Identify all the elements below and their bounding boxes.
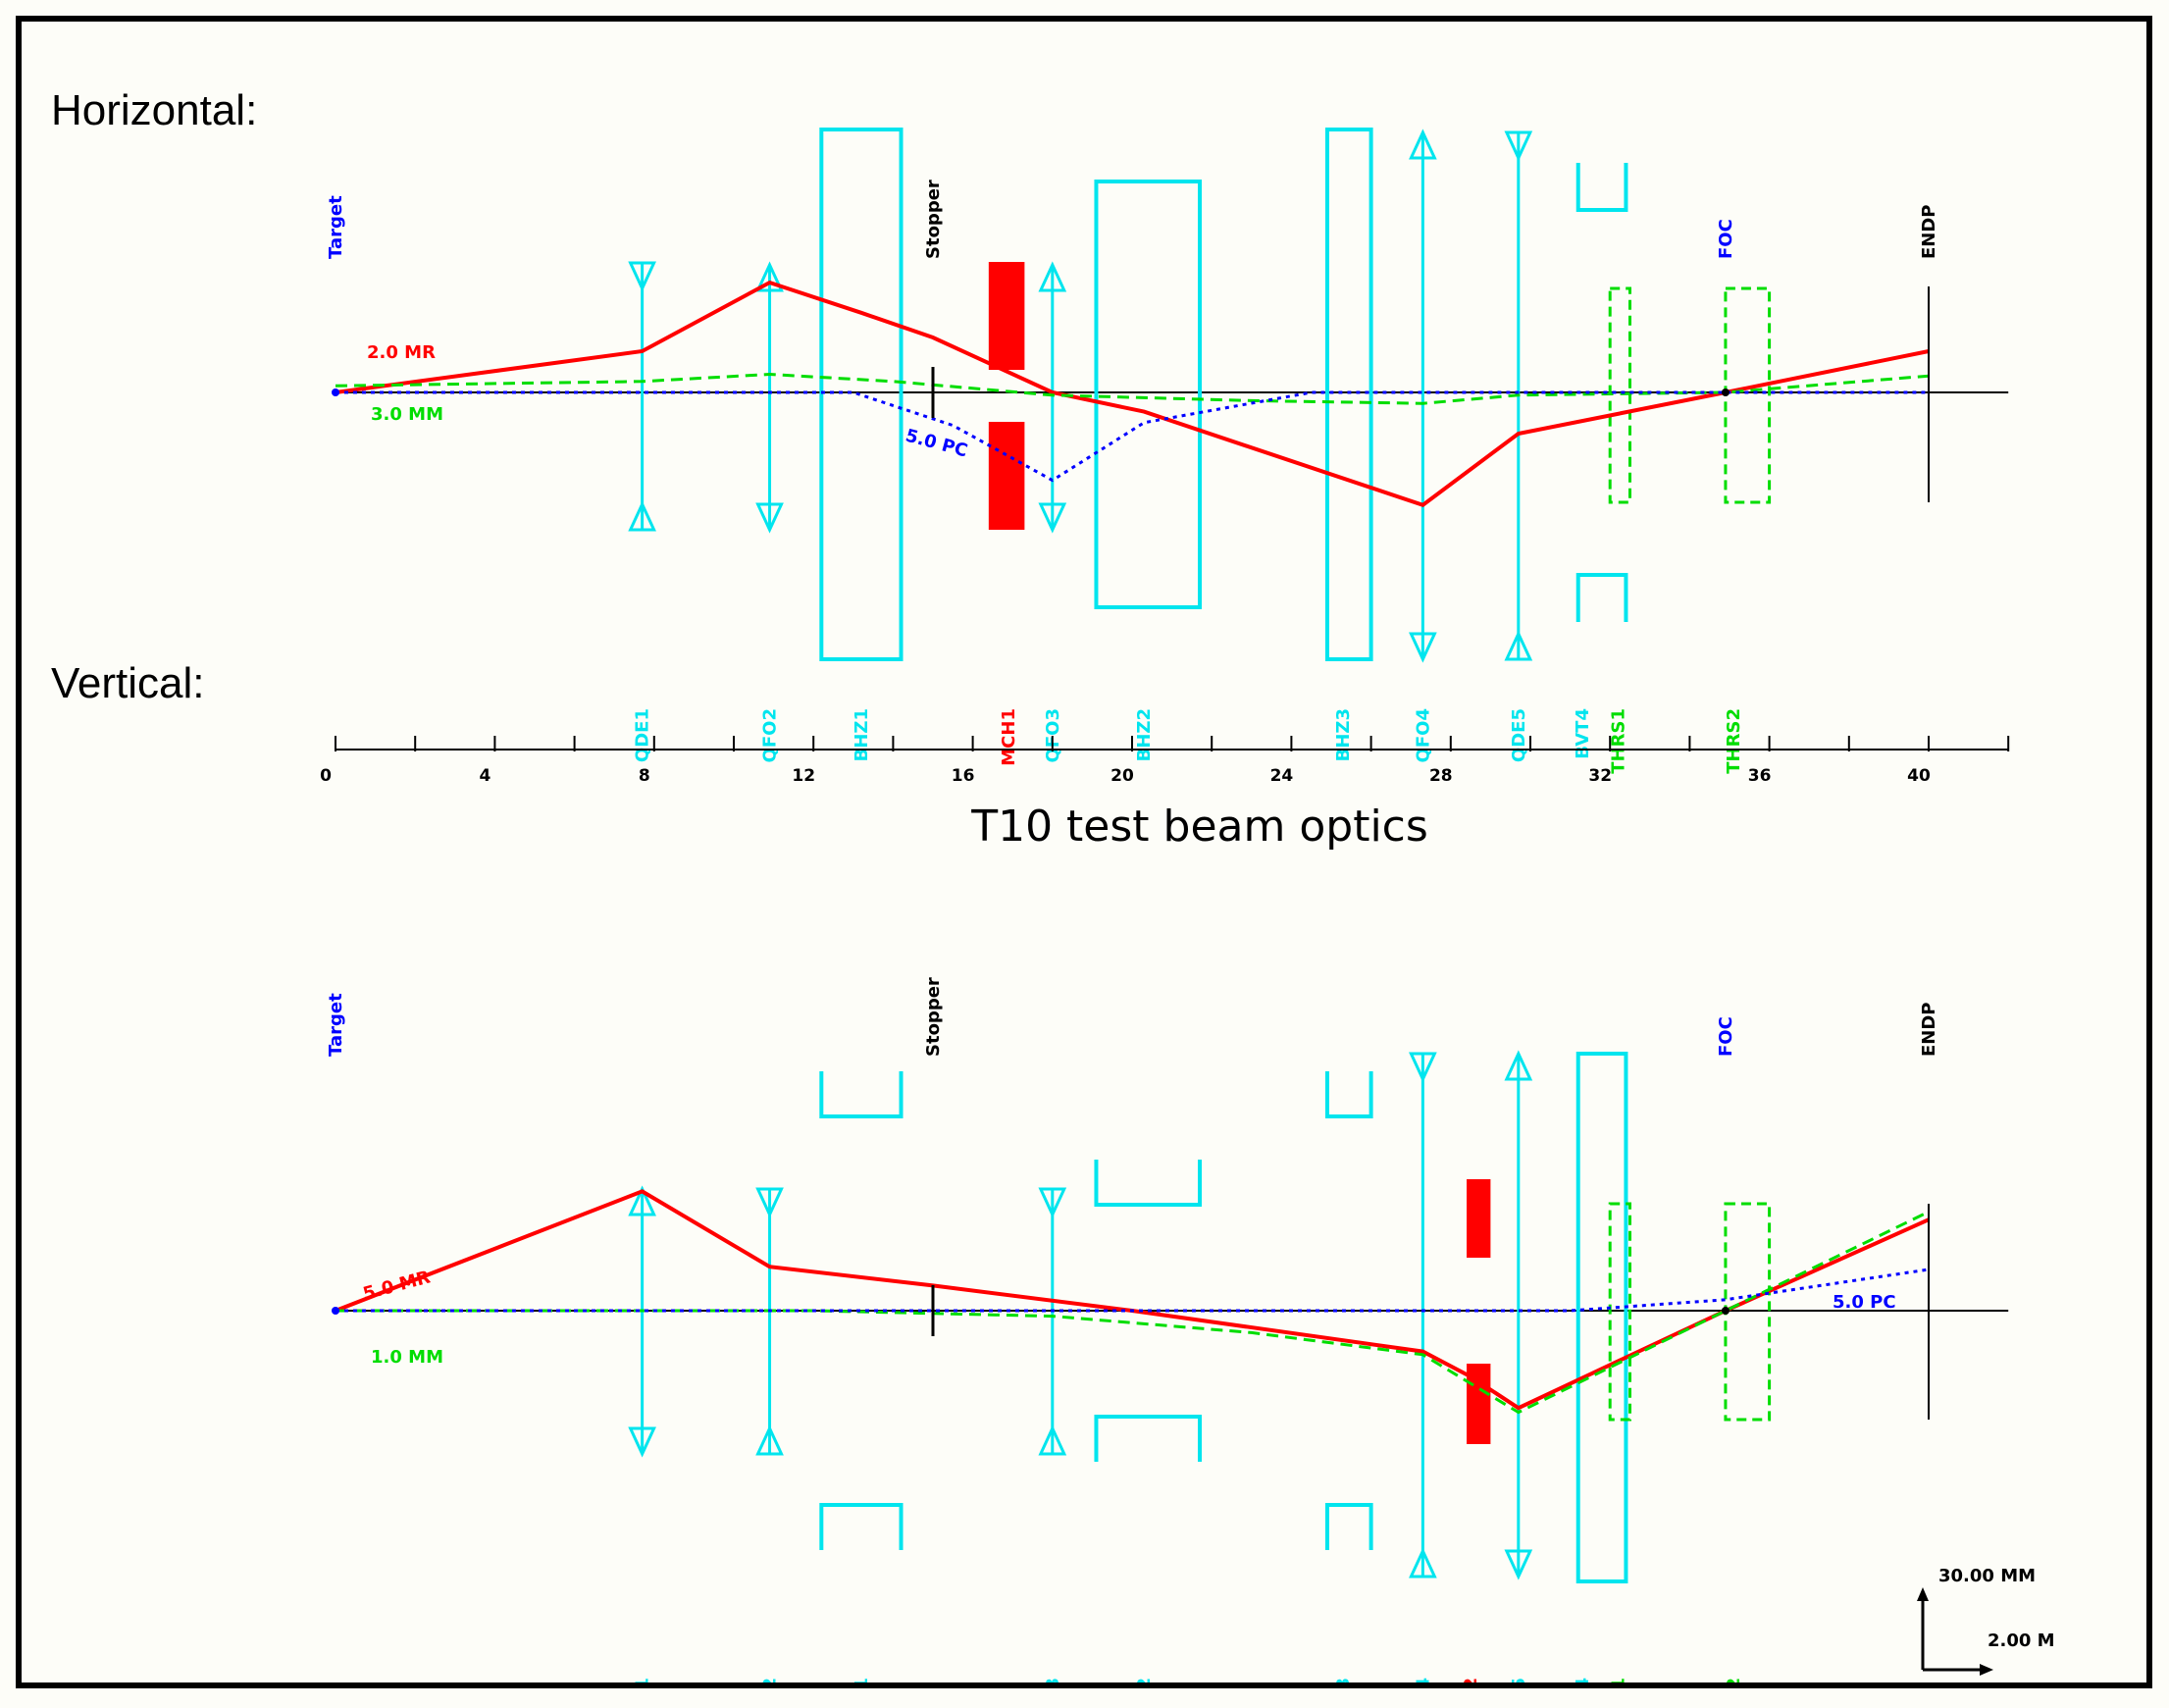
target-marker bbox=[332, 388, 339, 396]
qfo3-quad bbox=[1038, 261, 1067, 534]
bhz1-magnet bbox=[819, 128, 904, 661]
element-label-bvt4: BVT4 bbox=[1573, 708, 1593, 759]
longitudinal-axis: 0 4 8 12 16 20 24 28 32 36 40 bbox=[320, 736, 2010, 786]
element-label-thrs2: THRS2 bbox=[1724, 1678, 1744, 1682]
trace-2-0-mr bbox=[335, 280, 1930, 508]
qde1-quad bbox=[628, 1185, 656, 1458]
bhz3-magnet bbox=[1324, 128, 1373, 661]
element-label-qfo4: QFO4 bbox=[1413, 1678, 1433, 1682]
trace-5-0-pc bbox=[336, 1268, 1930, 1313]
element-label-thrs2: THRS2 bbox=[1724, 708, 1744, 774]
element-label-thrs1: THRS1 bbox=[1608, 708, 1628, 774]
scale-bar-horizontal-label: 2.00 M bbox=[1988, 1630, 2055, 1651]
horizontal-section-label: Horizontal: bbox=[51, 86, 258, 134]
qfo4-quad bbox=[1409, 1052, 1437, 1579]
axis-tick-label: 40 bbox=[1907, 766, 1931, 786]
top-label-foc: FOC bbox=[1716, 1016, 1736, 1057]
element-label-qde5: QDE5 bbox=[1509, 708, 1529, 762]
bhz3-upper bbox=[1324, 1071, 1373, 1118]
element-label-bhz3: BHZ3 bbox=[1333, 708, 1354, 761]
bhz1-lower bbox=[819, 1503, 904, 1550]
axis-tick-label: 36 bbox=[1748, 766, 1772, 786]
bvt4-magnet bbox=[1575, 1052, 1628, 1583]
element-label-qde1: QDE1 bbox=[633, 1678, 653, 1682]
element-label-bhz3: BHZ3 bbox=[1333, 1678, 1354, 1682]
bhz2-lower bbox=[1094, 1415, 1203, 1462]
mch1-lower-jaw bbox=[988, 422, 1025, 530]
scale-bar-vertical-label: 30.00 MM bbox=[1938, 1566, 2036, 1586]
qde5-quad bbox=[1504, 1050, 1533, 1580]
axis-tick-label: 16 bbox=[952, 766, 975, 786]
element-label-bhz1: BHZ1 bbox=[852, 708, 872, 761]
element-label-qfo2: QFO2 bbox=[760, 1678, 781, 1682]
element-label-mch1: MCH1 bbox=[999, 708, 1019, 766]
element-label-bhz2: BHZ2 bbox=[1134, 1678, 1155, 1682]
axis-tick-label: 20 bbox=[1110, 766, 1134, 786]
element-label-mcv2: MCV2 bbox=[1461, 1678, 1481, 1682]
element-label-bhz2: BHZ2 bbox=[1134, 708, 1155, 761]
thrs1-counter bbox=[1608, 286, 1631, 504]
top-label-target: Target bbox=[326, 993, 346, 1057]
axis-tick-label: 24 bbox=[1270, 766, 1294, 786]
figure-frame: Horizontal: Vertical: Target Stopper FOC EN… bbox=[16, 16, 2152, 1688]
top-label-target: Target bbox=[326, 195, 346, 259]
qfo4-quad bbox=[1409, 129, 1437, 663]
axis-tick-label: 28 bbox=[1429, 766, 1453, 786]
axis-tick-label: 0 bbox=[320, 766, 332, 786]
scale-arrow-up bbox=[1917, 1587, 1929, 1601]
bhz2-upper bbox=[1094, 1160, 1203, 1207]
qfo2-quad bbox=[755, 261, 784, 534]
mcv2-upper-jaw bbox=[1467, 1179, 1491, 1258]
scale-arrow-right bbox=[1980, 1664, 1993, 1676]
trace-label-5-0-pc: 5.0 PC bbox=[904, 426, 970, 462]
bhz2-magnet bbox=[1094, 180, 1203, 609]
element-label-thrs1: THRS1 bbox=[1608, 1678, 1628, 1682]
element-label-bvt4: BVT4 bbox=[1573, 1678, 1593, 1682]
vertical-section-label: Vertical: bbox=[51, 659, 205, 707]
bhz1-upper bbox=[819, 1071, 904, 1118]
scale-bar: 30.00 MM 2.00 M bbox=[1917, 1566, 2055, 1676]
trace-label-5-0-mr: 5.0 MR bbox=[361, 1267, 433, 1304]
element-label-qfo3: QFO3 bbox=[1043, 1678, 1063, 1682]
bhz3-lower bbox=[1324, 1503, 1373, 1550]
trace-label-3-0-mm: 3.0 MM bbox=[371, 404, 443, 425]
element-label-qfo3: QFO3 bbox=[1043, 708, 1063, 762]
element-label-qfo2: QFO2 bbox=[760, 708, 781, 762]
mch1-upper-jaw bbox=[988, 262, 1025, 370]
focus-marker bbox=[1721, 388, 1730, 396]
thrs1-counter bbox=[1608, 1202, 1631, 1422]
element-label-qde5: QDE5 bbox=[1509, 1678, 1529, 1682]
top-label-endp: ENDP bbox=[1919, 1003, 1939, 1058]
beam-optics-diagram: Target Stopper FOC ENDP QDE1 QFO2 BHZ1 MCH1 QFO3… bbox=[320, 128, 2055, 1682]
axis-tick-label: 12 bbox=[792, 766, 815, 786]
bvt4-upper bbox=[1575, 163, 1628, 212]
trace-5-0-mr bbox=[335, 1189, 1930, 1411]
focus-marker bbox=[1721, 1307, 1730, 1315]
axis-tick-label: 8 bbox=[639, 766, 650, 786]
top-label-foc: FOC bbox=[1716, 219, 1736, 259]
top-label-endp: ENDP bbox=[1919, 205, 1939, 260]
qfo2-quad bbox=[755, 1187, 784, 1456]
element-label-qde1: QDE1 bbox=[633, 708, 653, 762]
diagram-title: T10 test beam optics bbox=[970, 802, 1428, 852]
top-label-stopper: Stopper bbox=[923, 180, 944, 259]
element-label-bhz1: BHZ1 bbox=[852, 1678, 872, 1682]
target-marker bbox=[332, 1307, 339, 1315]
vertical-plane: Target Stopper FOC ENDP QDE1 QFO2 BHZ1 QFO3 BHZ2… bbox=[326, 977, 2009, 1682]
element-label-qfo4: QFO4 bbox=[1413, 708, 1433, 762]
trace-label-2-0-mr: 2.0 MR bbox=[367, 342, 436, 363]
trace-5-0-pc bbox=[336, 390, 1929, 483]
qde1-quad bbox=[628, 261, 656, 532]
qfo3-quad bbox=[1038, 1187, 1067, 1456]
trace-label-1-0-mm: 1.0 MM bbox=[371, 1347, 443, 1368]
thrs2-counter bbox=[1724, 286, 1772, 504]
bvt4-lower bbox=[1575, 573, 1628, 622]
top-label-stopper: Stopper bbox=[923, 977, 944, 1057]
axis-tick-label: 4 bbox=[479, 766, 491, 786]
axis-tick-label: 32 bbox=[1588, 766, 1612, 786]
trace-label-5-0-pc: 5.0 PC bbox=[1833, 1292, 1896, 1313]
horizontal-plane: Target Stopper FOC ENDP QDE1 QFO2 BHZ1 MCH1 QFO3… bbox=[326, 128, 2009, 774]
